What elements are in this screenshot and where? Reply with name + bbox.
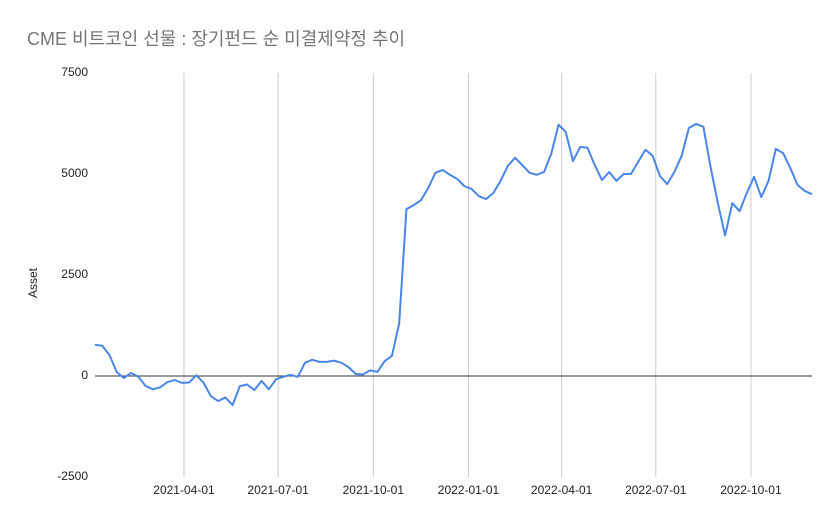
x-tick-label: 2021-07-01 [247, 483, 309, 497]
y-axis-label: Asset [26, 267, 40, 298]
x-tick-label: 2022-07-01 [625, 483, 687, 497]
data-line [94, 122, 813, 407]
x-tick-label: 2022-01-01 [438, 483, 500, 497]
y-tick-label: 5000 [61, 166, 88, 180]
x-tick-label: 2021-10-01 [343, 483, 405, 497]
y-tick-label: -2500 [57, 469, 88, 483]
x-tick-label: 2021-04-01 [153, 483, 215, 497]
x-tick-label: 2022-04-01 [531, 483, 593, 497]
chart-title: CME 비트코인 선물 : 장기펀드 순 미결제약정 추이 [27, 29, 405, 49]
y-tick-label: 2500 [61, 267, 88, 281]
y-tick-label: 0 [81, 368, 88, 382]
x-tick-label: 2022-10-01 [720, 483, 782, 497]
y-tick-label: 7500 [61, 65, 88, 79]
